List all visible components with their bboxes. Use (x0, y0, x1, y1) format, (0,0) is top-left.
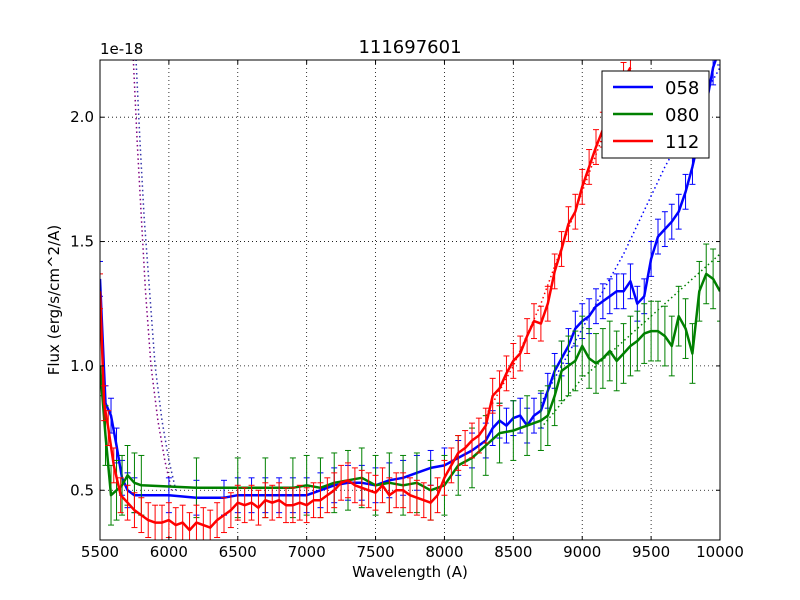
legend-entry-080: 080 (613, 105, 699, 126)
dotted-fit-curve (132, 60, 173, 491)
x-tick-label: 9000 (563, 543, 601, 561)
x-tick-label: 8500 (494, 543, 532, 561)
x-axis-label: Wavelength (A) (352, 563, 468, 581)
dotted-fit-curves (132, 60, 720, 491)
legend-entry-058: 058 (613, 78, 699, 99)
x-tick-label: 8000 (425, 543, 463, 561)
x-tick-label: 5500 (81, 543, 119, 561)
y-offset-label: 1e-18 (100, 40, 143, 58)
x-tick-label: 7500 (356, 543, 394, 561)
y-tick-label: 0.5 (70, 481, 94, 499)
x-tick-label: 9500 (632, 543, 670, 561)
dotted-fit-curve (485, 79, 625, 416)
y-tick-label: 1.0 (70, 357, 94, 375)
dotted-fit-curve (135, 60, 177, 491)
x-tick-label: 6000 (150, 543, 188, 561)
series-112 (100, 60, 634, 540)
legend-label: 112 (665, 132, 699, 153)
chart-title: 111697601 (358, 37, 461, 58)
x-tick-label: 6500 (219, 543, 257, 561)
series-line-112 (100, 66, 632, 532)
legend: 058 080 112 (601, 70, 710, 159)
axis-ticks: 5500 6000 6500 7000 7500 8000 8500 9000 9500 1000… (70, 60, 744, 561)
x-tick-label: 7000 (288, 543, 326, 561)
legend-label: 058 (665, 78, 699, 99)
legend-label: 080 (665, 105, 699, 126)
plot-frame (99, 59, 721, 541)
plot-border (99, 59, 721, 541)
series-line-080 (100, 272, 720, 497)
y-tick-label: 1.5 (70, 233, 94, 251)
series-line-058 (100, 60, 718, 499)
y-axis-label: Flux (erg/s/cm^2/A) (45, 225, 63, 376)
legend-entry-112: 112 (613, 132, 699, 153)
y-tick-label: 2.0 (70, 108, 94, 126)
x-tick-label: 10000 (696, 543, 744, 561)
series-layer (100, 60, 720, 540)
